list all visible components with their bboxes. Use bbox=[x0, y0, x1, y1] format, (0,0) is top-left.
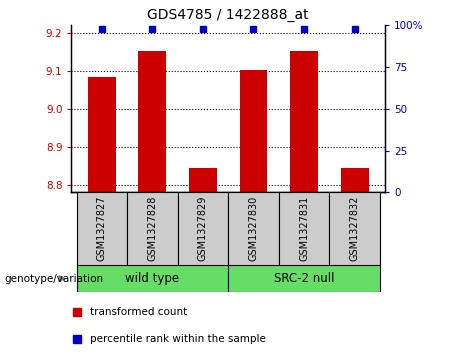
Text: wild type: wild type bbox=[125, 272, 179, 285]
Bar bbox=[127, 192, 177, 265]
Bar bbox=[88, 77, 116, 192]
Text: transformed count: transformed count bbox=[90, 307, 187, 317]
Text: GSM1327832: GSM1327832 bbox=[349, 196, 360, 261]
Bar bbox=[77, 192, 127, 265]
Bar bbox=[77, 265, 228, 292]
Text: genotype/variation: genotype/variation bbox=[5, 274, 104, 284]
Bar bbox=[138, 51, 166, 192]
Bar bbox=[228, 192, 279, 265]
Text: GSM1327830: GSM1327830 bbox=[248, 196, 259, 261]
Bar bbox=[189, 168, 217, 192]
Text: GSM1327829: GSM1327829 bbox=[198, 196, 208, 261]
Title: GDS4785 / 1422888_at: GDS4785 / 1422888_at bbox=[148, 8, 309, 22]
Text: GSM1327831: GSM1327831 bbox=[299, 196, 309, 261]
Text: SRC-2 null: SRC-2 null bbox=[274, 272, 334, 285]
Bar bbox=[329, 192, 380, 265]
Bar bbox=[240, 70, 267, 192]
Bar bbox=[290, 51, 318, 192]
Bar bbox=[279, 192, 329, 265]
Bar bbox=[228, 265, 380, 292]
Bar bbox=[341, 168, 368, 192]
Text: GSM1327827: GSM1327827 bbox=[97, 196, 107, 261]
Text: GSM1327828: GSM1327828 bbox=[148, 196, 157, 261]
Bar bbox=[177, 192, 228, 265]
Text: percentile rank within the sample: percentile rank within the sample bbox=[90, 334, 266, 344]
